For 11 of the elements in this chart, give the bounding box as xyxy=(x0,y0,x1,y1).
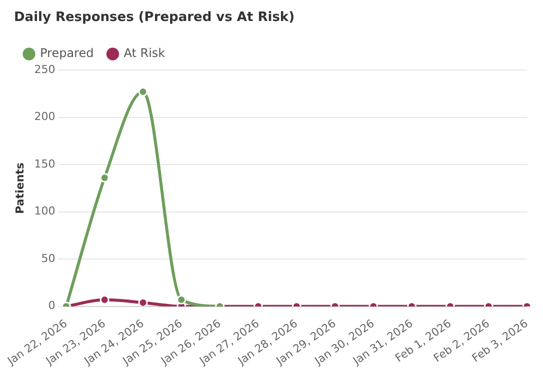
point xyxy=(100,173,110,183)
y-tick-label: 200 xyxy=(34,110,56,124)
legend-label: At Risk xyxy=(124,46,166,60)
y-tick-label: 50 xyxy=(41,252,56,265)
y-tick-label: 0 xyxy=(48,299,56,312)
y-tick-label: 100 xyxy=(34,204,56,218)
y-axis-title: Patients xyxy=(13,162,26,214)
y-tick-label: 150 xyxy=(34,157,56,170)
y-tick-label: 250 xyxy=(34,62,56,76)
legend-label: Prepared xyxy=(40,46,94,60)
chart-title: Daily Responses (Prepared vs At Risk) xyxy=(14,10,295,25)
